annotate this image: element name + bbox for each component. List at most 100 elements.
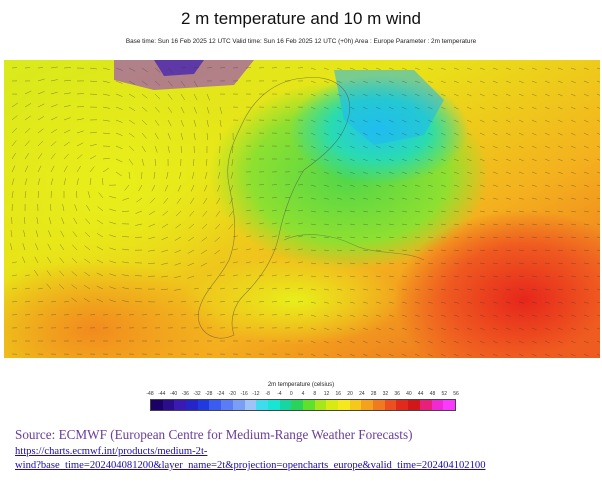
wind-arrow [479,301,485,304]
wind-arrow [531,132,537,136]
wind-arrow [89,155,97,160]
wind-arrow [479,275,485,278]
wind-arrow [84,271,91,277]
wind-arrow [388,223,394,226]
wind-arrow [336,171,342,174]
wind-arrow [492,210,498,213]
wind-arrow [102,106,110,109]
wind-arrow [96,259,104,264]
wind-arrow [11,274,17,277]
wind-arrow [479,314,485,317]
wind-arrow [479,171,485,174]
wind-arrow [323,223,329,226]
legend-tick-label: -4 [277,391,282,397]
legend-tick-label: -28 [205,391,213,397]
wind-arrow [230,184,234,192]
wind-arrow [505,67,511,70]
legend-color-cell [267,400,280,410]
wind-arrow [232,145,234,154]
wind-arrow [479,210,485,213]
wind-arrow [596,249,600,251]
wind-arrow [375,301,381,304]
wind-arrow [401,145,407,149]
wind-arrow [492,353,498,357]
wind-arrow [245,248,251,251]
wind-arrow [336,80,342,84]
wind-arrow [492,67,498,70]
legend-color-cell [186,400,198,410]
wind-arrow [570,301,576,304]
wind-arrow [349,132,355,136]
wind-arrow [59,270,65,277]
wind-arrow [297,235,303,238]
wind-arrow [583,145,589,149]
wind-arrow [284,235,290,238]
wind-arrow [414,93,420,97]
wind-arrow [492,301,498,304]
wind-arrow [440,262,446,265]
wind-arrow [63,165,68,173]
wind-arrow [596,301,600,304]
wind-arrow [24,274,30,277]
wind-arrow [109,234,117,238]
wind-arrow [174,236,182,241]
wind-arrow [466,132,472,136]
wind-arrow [310,171,316,174]
wind-arrow [215,223,221,230]
wind-arrow [323,314,329,317]
wind-arrow [531,223,537,226]
wind-arrow [232,301,239,303]
wind-arrow [557,262,563,265]
wind-arrow [218,158,221,166]
wind-arrow [37,287,43,290]
wind-arrow [193,287,199,290]
wind-arrow [336,106,342,110]
wind-arrow [440,353,446,357]
wind-arrow [544,93,550,97]
source-link-line2[interactable]: wind?base_time=202404081200&layer_name=2… [15,460,486,471]
wind-arrow [427,327,433,331]
wind-arrow [24,128,31,134]
wind-arrow [135,223,143,226]
wind-arrow [11,165,16,173]
wind-arrow [11,127,18,134]
wind-arrow [492,93,498,97]
wind-arrow [50,165,55,173]
wind-arrow [284,261,290,264]
wind-arrow [76,154,83,160]
wind-arrow [375,197,381,200]
wind-arrow [583,275,589,278]
wind-arrow [349,288,355,291]
wind-arrow [336,145,342,149]
wind-arrow [310,67,316,70]
wind-arrow [323,145,329,149]
wind-arrow [401,106,407,110]
wind-arrow [336,340,342,344]
wind-arrow [122,197,130,201]
wind-arrow [505,93,511,97]
wind-arrow [505,184,511,187]
wind-arrow [596,132,600,135]
wind-arrow [544,223,550,226]
wind-arrow [245,287,251,290]
wind-arrow [189,210,195,217]
wind-arrow [557,67,563,70]
wind-arrow [98,192,104,199]
wind-arrow [323,184,329,187]
wind-arrow [531,67,537,70]
source-link-line1[interactable]: https://charts.ecmwf.int/products/medium… [15,446,208,457]
wind-arrow [219,132,221,141]
wind-arrow [50,178,54,186]
wind-arrow [349,145,355,149]
wind-arrow [414,158,420,162]
wind-arrow [596,262,600,264]
wind-arrow [115,119,123,123]
wind-arrow [11,140,17,147]
wind-arrow [375,67,381,70]
wind-arrow [492,340,498,344]
wind-arrow [466,67,472,70]
wind-arrow [583,353,589,357]
wind-arrow [245,274,251,277]
wind-arrow [167,93,173,100]
wind-arrow [24,191,27,199]
